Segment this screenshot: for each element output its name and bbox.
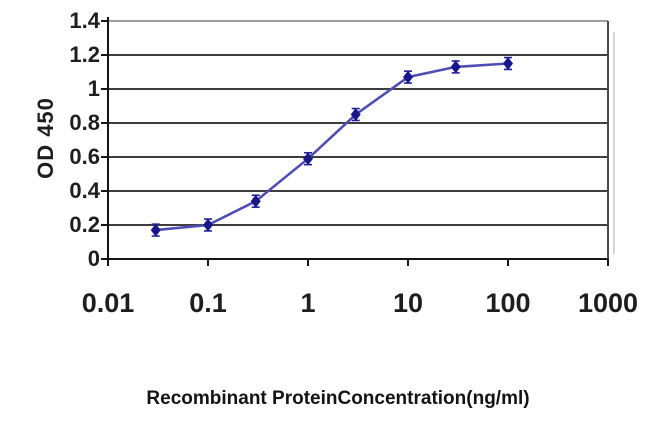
x-tick-label: 1000 [577, 288, 639, 318]
y-tick-label: 0.8 [69, 110, 100, 135]
x-tick-label: 0.1 [189, 288, 227, 318]
x-axis-title: Recombinant ProteinConcentration(ng/ml) [146, 388, 530, 409]
x-tick-label: 10 [392, 288, 424, 318]
y-tick-label: 0 [87, 246, 100, 271]
data-point-marker [203, 218, 213, 232]
y-axis-title: OD 450 [33, 97, 58, 179]
y-tick-label: 1.4 [69, 8, 100, 33]
data-point-marker [250, 194, 261, 208]
x-tick-label: 100 [485, 288, 531, 318]
data-point-marker [450, 60, 461, 74]
y-tick-label: 0.2 [69, 212, 100, 237]
data-point-marker [303, 152, 313, 166]
data-line [155, 62, 509, 232]
y-tick-label: 1 [87, 76, 100, 101]
x-tick-label: 0.01 [81, 288, 135, 318]
x-tick-label: 1 [300, 288, 316, 318]
data-point-marker [350, 108, 361, 121]
y-tick-label: 0.6 [69, 144, 100, 169]
y-tick-label: 0.4 [69, 178, 100, 203]
data-point-marker [503, 57, 513, 70]
y-tick-label: 1.2 [69, 42, 100, 67]
data-point-marker [150, 223, 161, 237]
data-point-marker [403, 70, 413, 84]
